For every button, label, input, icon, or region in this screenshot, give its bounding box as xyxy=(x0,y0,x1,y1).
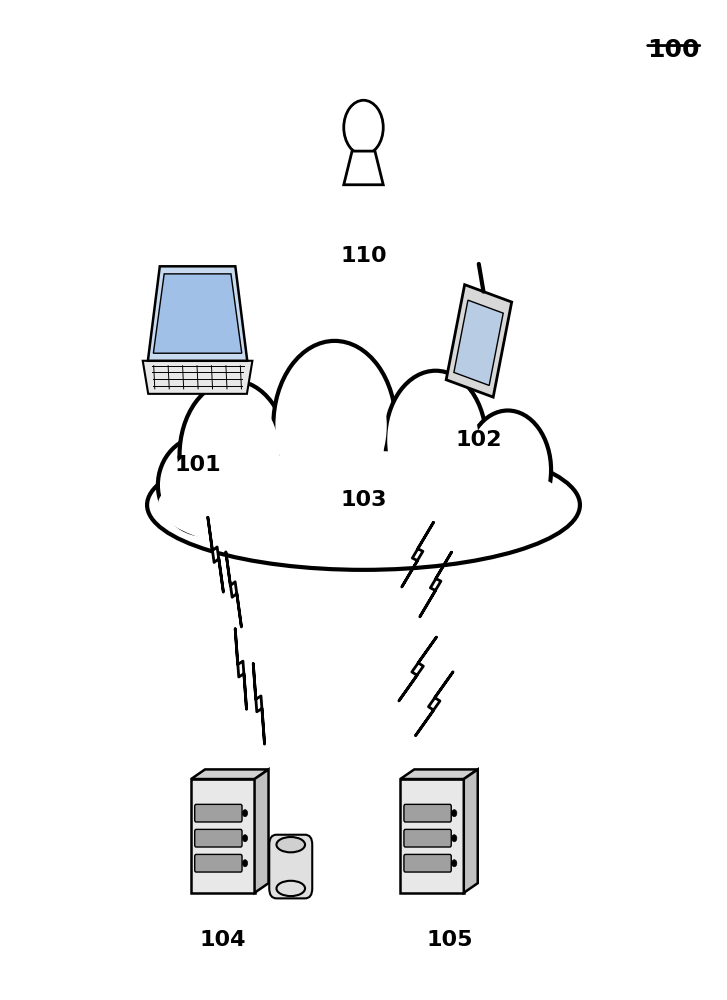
Circle shape xyxy=(243,835,248,842)
Ellipse shape xyxy=(169,450,241,520)
Circle shape xyxy=(273,341,396,510)
Circle shape xyxy=(243,810,248,817)
Ellipse shape xyxy=(158,451,569,559)
Polygon shape xyxy=(253,664,265,744)
Ellipse shape xyxy=(276,837,305,852)
Text: 103: 103 xyxy=(340,490,387,510)
Ellipse shape xyxy=(158,435,252,535)
Polygon shape xyxy=(226,552,241,627)
Text: 102: 102 xyxy=(456,430,502,450)
Ellipse shape xyxy=(147,440,580,570)
Circle shape xyxy=(385,371,486,510)
Polygon shape xyxy=(419,552,451,617)
Polygon shape xyxy=(208,517,223,592)
Polygon shape xyxy=(142,361,252,394)
Circle shape xyxy=(451,835,457,842)
FancyBboxPatch shape xyxy=(195,804,242,822)
Polygon shape xyxy=(191,779,254,893)
FancyBboxPatch shape xyxy=(404,804,451,822)
Circle shape xyxy=(471,419,545,521)
Ellipse shape xyxy=(276,881,305,896)
Polygon shape xyxy=(399,637,436,701)
Circle shape xyxy=(393,381,478,500)
Polygon shape xyxy=(236,629,246,709)
Circle shape xyxy=(180,381,288,530)
Circle shape xyxy=(451,860,457,867)
Circle shape xyxy=(243,860,248,867)
Circle shape xyxy=(344,100,383,155)
Polygon shape xyxy=(454,300,503,385)
Polygon shape xyxy=(148,266,247,361)
FancyBboxPatch shape xyxy=(269,835,313,898)
Circle shape xyxy=(188,392,280,519)
Circle shape xyxy=(451,810,457,817)
Text: 100: 100 xyxy=(648,38,700,62)
Polygon shape xyxy=(153,274,242,353)
Polygon shape xyxy=(402,522,433,587)
Circle shape xyxy=(283,354,387,497)
Circle shape xyxy=(465,410,551,530)
Polygon shape xyxy=(254,769,268,893)
FancyBboxPatch shape xyxy=(195,854,242,872)
Polygon shape xyxy=(191,769,268,779)
Polygon shape xyxy=(344,151,383,185)
Polygon shape xyxy=(446,285,512,397)
FancyBboxPatch shape xyxy=(404,829,451,847)
FancyBboxPatch shape xyxy=(404,854,451,872)
Polygon shape xyxy=(415,672,453,736)
Text: 101: 101 xyxy=(174,455,221,475)
Polygon shape xyxy=(464,769,478,893)
Polygon shape xyxy=(401,769,478,779)
Polygon shape xyxy=(401,779,464,893)
FancyBboxPatch shape xyxy=(195,829,242,847)
Text: 110: 110 xyxy=(340,246,387,266)
Text: 105: 105 xyxy=(427,930,473,950)
Text: 104: 104 xyxy=(200,930,246,950)
